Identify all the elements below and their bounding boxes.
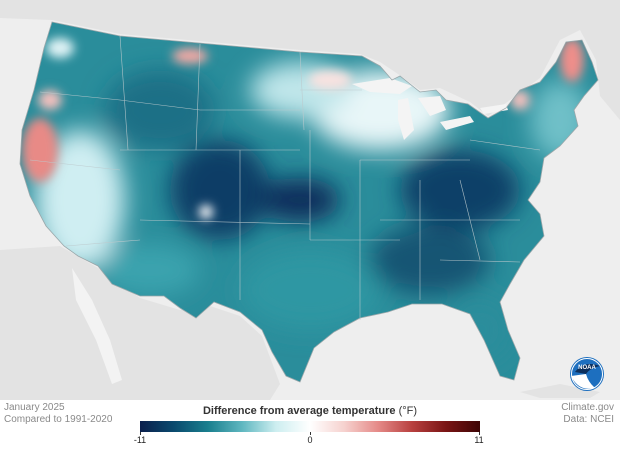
noaa-logo-text: NOAA [578, 365, 596, 371]
us-outline [19, 21, 599, 383]
legend-title-text: Difference from average temperature [202, 405, 396, 417]
legend-tick-mark-mid [310, 432, 311, 435]
us-map: NOAA [0, 0, 620, 400]
legend-tick-mark-min [140, 432, 141, 435]
noaa-logo: NOAA [570, 357, 604, 391]
legend-tick-mark-max [479, 432, 480, 435]
date-label: January 2025 [4, 402, 65, 413]
legend-tick-min: -11 [133, 435, 147, 445]
anomaly-field [20, 22, 598, 382]
footer-right: Climate.gov Data: NCEI [561, 402, 614, 426]
canada-landmass [0, 0, 620, 120]
footer-left: January 2025 Compared to 1991-2020 [4, 402, 112, 426]
baja-peninsula [72, 268, 122, 384]
legend-tick-max: 11 [474, 435, 484, 445]
legend-color-bar [140, 421, 480, 432]
legend-tick-mid: 0 [307, 435, 313, 445]
mexico-landmass [0, 246, 280, 400]
great-lakes [352, 78, 508, 140]
state-boundaries [29, 35, 541, 320]
source-site: Climate.gov [561, 402, 614, 413]
source-data: Data: NCEI [563, 414, 614, 425]
legend-unit: (°F) [398, 405, 418, 417]
baseline-label: Compared to 1991-2020 [4, 414, 113, 425]
legend-title: Difference from average temperature (°F) [140, 405, 480, 417]
cuba-island [520, 384, 600, 398]
